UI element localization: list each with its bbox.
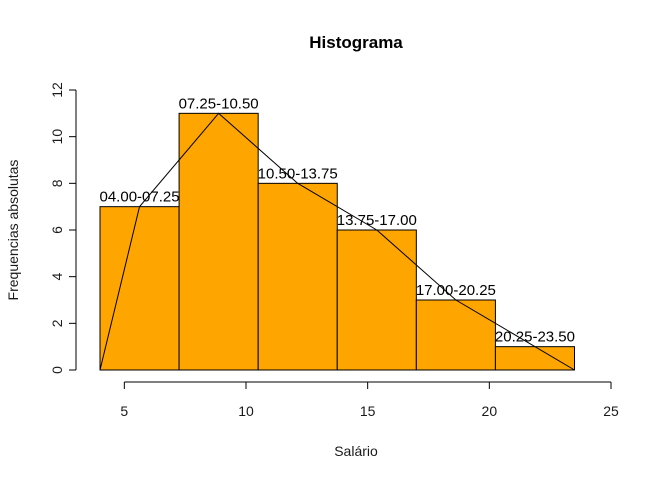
y-tick-label: 10 (49, 129, 65, 145)
x-tick-label: 15 (360, 403, 376, 419)
x-tick-label: 5 (120, 403, 128, 419)
bar-data-label: 10.50-13.75 (258, 165, 338, 182)
histogram-bar (494, 346, 575, 371)
bar-data-label: 13.75-17.00 (337, 212, 417, 229)
x-tick-label: 25 (603, 403, 619, 419)
histogram-bar (257, 182, 338, 371)
y-tick-label: 4 (49, 273, 65, 281)
bar-data-label: 04.00-07.25 (100, 189, 180, 206)
bar-data-label: 20.25-23.50 (495, 329, 575, 346)
plot-area: 04.00-07.25 07.25-10.50 10.50-13.75 13.75-1… (49, 82, 619, 419)
y-tick-label: 2 (49, 319, 65, 327)
y-tick-label: 8 (49, 179, 65, 187)
y-tick-label: 6 (49, 226, 65, 234)
frequency-polygon-line (99, 112, 575, 371)
histogram-bar (99, 206, 180, 371)
chart-title: Histograma (309, 33, 403, 52)
bar-data-label: 07.25-10.50 (179, 95, 259, 112)
x-tick-label: 20 (482, 403, 498, 419)
histogram-bar (415, 299, 496, 371)
histogram-bar (336, 229, 417, 371)
y-axis-label: Frequencias absolutas (5, 160, 21, 301)
histogram-bar (178, 112, 259, 371)
x-axis-label: Salário (334, 443, 378, 459)
y-tick-label: 0 (49, 366, 65, 374)
x-tick-label: 10 (238, 403, 254, 419)
bar-data-label: 17.00-20.25 (416, 282, 496, 299)
y-tick-label: 12 (49, 82, 65, 98)
